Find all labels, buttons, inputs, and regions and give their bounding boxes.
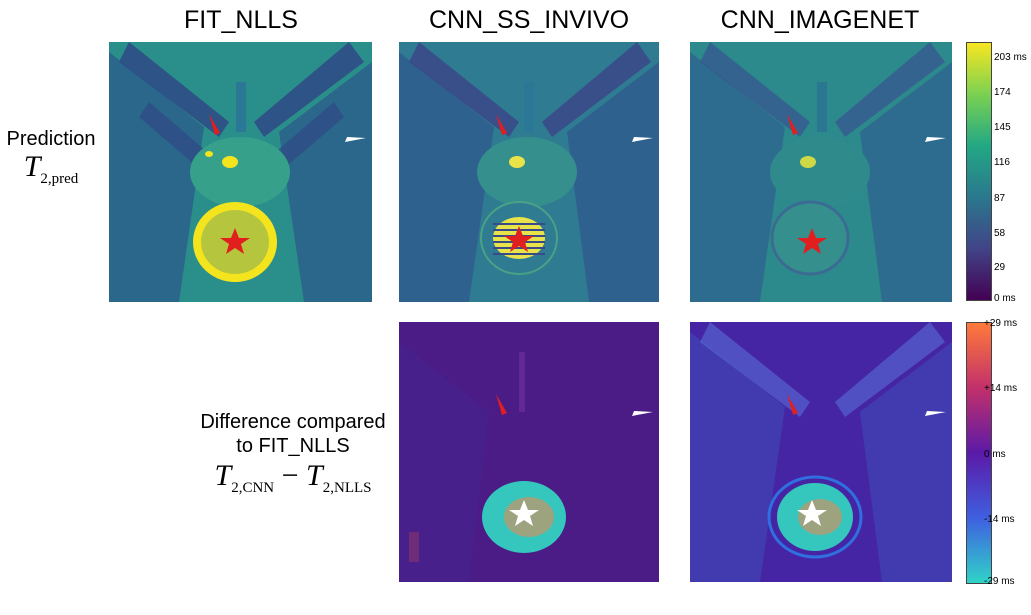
t2-pred-symbol: T2,pred xyxy=(0,152,102,191)
column-title-fit-nlls: FIT_NLLS xyxy=(184,6,298,34)
cbar-pred-tick-29: 29 xyxy=(994,262,1006,273)
math-sub-2pred: 2,pred xyxy=(40,171,79,187)
cbar-diff-tick-minus29: -29 ms xyxy=(984,576,1015,587)
cbar-pred-tick-203: 203 ms xyxy=(994,52,1027,63)
panel-fit-prediction xyxy=(109,42,372,302)
cbar-pred-tick-0: 0 ms xyxy=(994,293,1016,304)
cbar-diff-tick-minus14: -14 ms xyxy=(984,514,1015,525)
math-t-cnn: T xyxy=(214,459,232,492)
difference-label-line2: to FIT_NLLS xyxy=(236,435,350,457)
cbar-diff-tick-plus14: +14 ms xyxy=(984,383,1018,394)
cbar-pred-tick-87: 87 xyxy=(994,193,1006,204)
math-sub-2nlls: 2,NLLS xyxy=(322,480,372,496)
row-label-difference: Difference compared to FIT_NLLS T2,CNN −… xyxy=(188,410,398,500)
difference-label-line1: Difference compared xyxy=(200,411,386,433)
panel-cnn-ss-prediction xyxy=(399,42,659,302)
column-title-cnn-ss-invivo: CNN_SS_INVIVO xyxy=(428,6,630,34)
cbar-pred-tick-174: 174 xyxy=(994,87,1011,98)
panel-cnn-ss-difference xyxy=(399,322,659,582)
math-minus: − xyxy=(281,459,299,492)
math-t: T xyxy=(23,150,41,183)
cbar-pred-tick-145: 145 xyxy=(994,122,1011,133)
row-label-prediction: Prediction T2,pred xyxy=(0,127,102,191)
cbar-diff-tick-0: 0 ms xyxy=(984,449,1006,460)
t2-difference-formula: T2,CNN − T2,NLLS xyxy=(188,461,398,500)
panel-cnn-imagenet-difference xyxy=(690,322,952,582)
cbar-pred-tick-58: 58 xyxy=(994,228,1006,239)
column-title-cnn-imagenet: CNN_IMAGENET xyxy=(720,6,920,34)
cbar-diff-tick-plus29: +29 ms xyxy=(984,318,1018,329)
math-t-nlls: T xyxy=(306,459,323,492)
colorbar-difference xyxy=(966,322,992,584)
math-sub-2cnn: 2,CNN xyxy=(231,480,275,496)
panel-cnn-imagenet-prediction xyxy=(690,42,952,302)
colorbar-prediction xyxy=(966,42,992,301)
prediction-label: Prediction xyxy=(6,128,96,150)
cbar-pred-tick-116: 116 xyxy=(994,157,1010,168)
